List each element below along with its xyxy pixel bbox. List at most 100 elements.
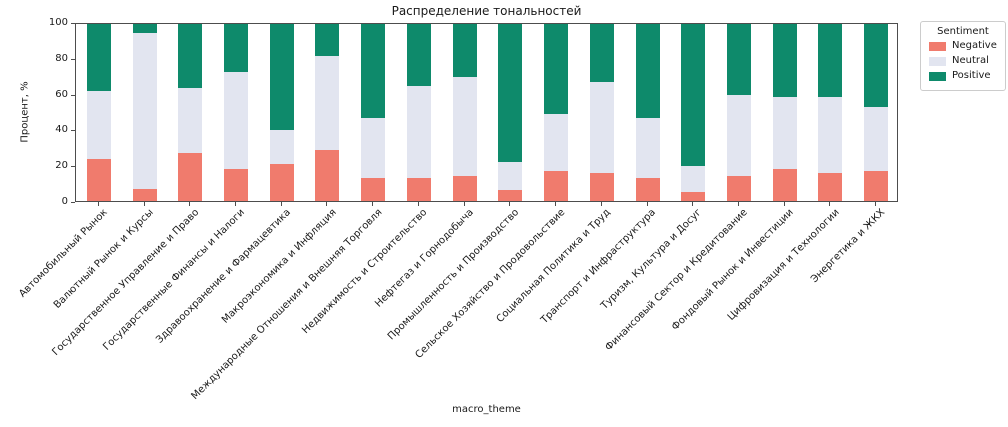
bar-segment-negative	[406, 177, 431, 201]
bar-segment-neutral	[498, 162, 523, 191]
bar-segment-neutral	[178, 87, 203, 154]
bar-segment-negative	[361, 177, 386, 201]
x-tick-mark	[372, 202, 374, 206]
y-tick-mark	[71, 202, 75, 203]
bar-segment-positive	[86, 24, 111, 92]
stacked-bar	[772, 24, 797, 201]
bar-segment-negative	[269, 163, 294, 201]
stacked-bar	[132, 24, 157, 201]
x-tick-mark	[97, 202, 99, 206]
bar-segment-neutral	[315, 55, 340, 150]
bar-segment-positive	[406, 24, 431, 86]
x-tick-mark	[463, 202, 465, 206]
y-tick-mark	[71, 166, 75, 168]
bar-segment-neutral	[681, 165, 706, 193]
bar-segment-neutral	[544, 114, 569, 171]
stacked-bar	[544, 24, 569, 201]
bar-segment-neutral	[726, 94, 751, 177]
bar-segment-negative	[726, 176, 751, 201]
bar-segment-negative	[544, 170, 569, 201]
stacked-bar	[315, 24, 340, 201]
x-tick-label: Автомобильный Рынок	[17, 207, 110, 300]
stacked-bar	[726, 24, 751, 201]
x-tick-mark	[829, 202, 831, 206]
stacked-bar	[681, 24, 706, 201]
x-tick-mark	[555, 202, 557, 206]
stacked-bar	[178, 24, 203, 201]
stacked-bar	[269, 24, 294, 201]
bar-segment-positive	[589, 24, 614, 83]
bar-segment-negative	[452, 176, 477, 201]
stacked-bar	[498, 24, 523, 201]
x-tick-mark	[417, 202, 419, 206]
bar-segment-neutral	[772, 96, 797, 170]
stacked-bar	[864, 24, 889, 201]
x-tick-mark	[235, 202, 237, 206]
legend-item: Positive	[929, 70, 999, 82]
bar-segment-negative	[772, 169, 797, 201]
bar-segment-neutral	[452, 77, 477, 177]
chart-title: Распределение тональностей	[391, 4, 582, 18]
bar-segment-positive	[635, 24, 660, 118]
bar-segment-positive	[498, 24, 523, 163]
bar-segment-positive	[178, 24, 203, 88]
x-tick-mark	[326, 202, 328, 206]
legend-swatch-negative	[929, 41, 946, 51]
legend-item-label: Neutral	[952, 55, 989, 66]
bar-segment-negative	[498, 190, 523, 201]
x-tick-mark	[692, 202, 694, 206]
bar-segment-neutral	[406, 85, 431, 178]
x-axis-label: macro_theme	[452, 404, 521, 415]
bar-segment-negative	[178, 153, 203, 201]
bar-segment-negative	[681, 192, 706, 201]
y-tick-label: 80	[55, 52, 68, 64]
x-tick-mark	[600, 202, 602, 206]
stacked-bar	[86, 24, 111, 201]
bar-segment-positive	[452, 24, 477, 78]
bar-segment-neutral	[818, 96, 843, 173]
bar-segment-negative	[315, 149, 340, 201]
y-tick-mark	[71, 130, 75, 132]
bar-segment-positive	[726, 24, 751, 95]
y-tick-mark	[71, 58, 75, 60]
bar-segment-neutral	[86, 91, 111, 159]
legend: Sentiment Negative Neutral Positive	[920, 21, 1006, 91]
legend-item: Neutral	[929, 55, 999, 67]
stacked-bar	[452, 24, 477, 201]
bar-segment-negative	[86, 158, 111, 201]
bar-segment-negative	[864, 170, 889, 201]
bar-segment-negative	[635, 177, 660, 201]
bar-segment-positive	[361, 24, 386, 118]
bar-segment-neutral	[224, 71, 249, 170]
bar-segment-positive	[544, 24, 569, 115]
legend-item-label: Positive	[952, 70, 991, 81]
bar-segment-neutral	[361, 117, 386, 178]
x-tick-mark	[737, 202, 739, 206]
stacked-bar	[224, 24, 249, 201]
bar-segment-positive	[315, 24, 340, 56]
y-tick-label: 40	[55, 124, 68, 136]
x-tick-mark	[189, 202, 191, 206]
bar-segment-positive	[818, 24, 843, 97]
stacked-bar	[406, 24, 431, 201]
bar-segment-positive	[864, 24, 889, 108]
bar-segment-positive	[224, 24, 249, 72]
legend-items: Negative Neutral Positive	[927, 40, 999, 82]
stacked-bar	[361, 24, 386, 201]
plot-area	[75, 23, 898, 202]
stacked-bar	[818, 24, 843, 201]
x-tick-mark	[783, 202, 785, 206]
y-tick-mark	[71, 94, 75, 96]
x-tick-mark	[280, 202, 282, 206]
stacked-bar	[635, 24, 660, 201]
bar-segment-positive	[681, 24, 706, 166]
y-tick-mark	[71, 23, 75, 24]
y-tick-label: 20	[55, 160, 68, 172]
bar-segment-neutral	[589, 82, 614, 173]
legend-swatch-neutral	[929, 56, 946, 66]
legend-item-label: Negative	[952, 40, 997, 51]
legend-item: Negative	[929, 40, 999, 52]
bar-segment-positive	[269, 24, 294, 131]
bar-segment-neutral	[864, 107, 889, 171]
